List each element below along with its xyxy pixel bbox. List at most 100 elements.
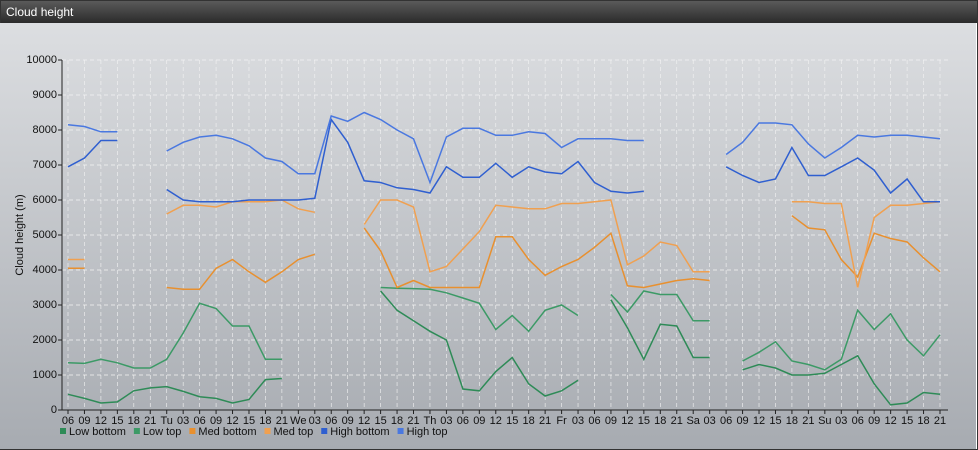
y-tick-label: 7000 — [33, 159, 57, 171]
legend-label: Med top — [274, 426, 314, 438]
x-tick-label: 18 — [128, 415, 140, 427]
x-tick-label: 09 — [736, 415, 748, 427]
x-tick-label: 12 — [95, 415, 107, 427]
x-tick-label: 03 — [704, 415, 716, 427]
series-line — [166, 253, 316, 291]
y-tick-label: 10000 — [26, 54, 57, 66]
y-tick-label: 1000 — [33, 369, 57, 381]
legend-label: High top — [407, 426, 448, 438]
x-tick-label: 15 — [901, 415, 913, 427]
x-tick-label: We — [290, 415, 306, 427]
x-tick-label: 15 — [111, 415, 123, 427]
x-tick-label: 21 — [802, 415, 814, 427]
series-line — [725, 122, 941, 159]
x-tick-label: Fr — [556, 415, 567, 427]
x-tick-label: 03 — [440, 415, 452, 427]
x-tick-label: 21 — [671, 415, 683, 427]
x-tick-label: 12 — [753, 415, 765, 427]
legend-swatch — [321, 428, 328, 434]
y-tick-label: 8000 — [33, 124, 57, 136]
x-tick-label: 21 — [539, 415, 551, 427]
x-tick-label: 06 — [720, 415, 732, 427]
legend-label: Low top — [143, 426, 182, 438]
x-tick-label: 03 — [177, 415, 189, 427]
x-tick-label: 21 — [934, 415, 946, 427]
x-tick-label: 06 — [588, 415, 600, 427]
series-line — [610, 299, 710, 361]
legend-swatch — [264, 428, 271, 434]
x-tick-label: Su — [818, 415, 831, 427]
x-tick-label: 18 — [654, 415, 666, 427]
legend-swatch — [189, 428, 196, 434]
series-line — [380, 286, 579, 333]
background — [0, 23, 976, 449]
series-line — [742, 308, 941, 371]
x-tick-label: 18 — [259, 415, 271, 427]
x-tick-label: 03 — [835, 415, 847, 427]
chart: Cloud height (m) 0 1000 2000 3000 4000 5000 60… — [0, 23, 976, 449]
y-tick-label: 3000 — [33, 299, 57, 311]
panel-title: Cloud height — [1, 1, 977, 23]
y-tick-label: 5000 — [33, 229, 57, 241]
x-tick-label: 06 — [457, 415, 469, 427]
x-tick-label: 18 — [917, 415, 929, 427]
y-tick-label: 4000 — [33, 264, 57, 276]
x-tick-label: 15 — [506, 415, 518, 427]
x-tick-label: 06 — [852, 415, 864, 427]
series-line — [791, 201, 941, 288]
y-tick-label: 9000 — [33, 89, 57, 101]
series-line — [67, 124, 118, 133]
x-tick-label: 18 — [786, 415, 798, 427]
x-tick-label: 12 — [621, 415, 633, 427]
x-tick-label: 09 — [342, 415, 354, 427]
series-line — [67, 139, 118, 168]
legend-swatch — [397, 428, 404, 434]
series-line — [166, 199, 315, 215]
series-line — [725, 145, 940, 203]
series-line — [67, 377, 282, 404]
legend-swatch — [60, 428, 66, 434]
series-line — [166, 111, 644, 185]
series-line — [610, 290, 710, 322]
legend-label: Med bottom — [198, 426, 256, 438]
x-tick-label: 18 — [391, 415, 403, 427]
series-line — [166, 117, 644, 203]
x-tick-label: 06 — [193, 415, 205, 427]
y-tick-label: 6000 — [33, 194, 57, 206]
legend-swatch — [133, 428, 140, 434]
x-tick-label: 21 — [407, 415, 419, 427]
x-tick-label: 12 — [226, 415, 238, 427]
y-axis-label: Cloud height (m) — [14, 194, 26, 275]
x-tick-label: 12 — [885, 415, 897, 427]
series-line — [363, 227, 710, 289]
x-tick-label: 09 — [868, 415, 880, 427]
x-tick-label: 12 — [490, 415, 502, 427]
x-tick-label: 03 — [309, 415, 321, 427]
x-tick-label: 09 — [473, 415, 485, 427]
legend-label: Low bottom — [69, 426, 126, 438]
x-tick-label: 09 — [78, 415, 90, 427]
x-tick-label: Th — [424, 415, 437, 427]
series-line — [67, 302, 282, 369]
x-tick-label: 21 — [144, 415, 156, 427]
x-tick-label: 06 — [62, 415, 74, 427]
x-tick-label: Sa — [686, 415, 700, 427]
x-tick-label: 03 — [572, 415, 584, 427]
x-tick-label: Tu — [160, 415, 172, 427]
series-line — [363, 199, 710, 273]
series-line — [380, 290, 579, 397]
x-tick-label: 15 — [374, 415, 386, 427]
x-tick-label: 09 — [210, 415, 222, 427]
x-tick-label: 15 — [638, 415, 650, 427]
x-tick-label: 09 — [605, 415, 617, 427]
legend-label: High bottom — [330, 426, 389, 438]
x-tick-label: 15 — [243, 415, 255, 427]
x-tick-label: 21 — [276, 415, 288, 427]
series-line — [742, 354, 941, 406]
x-tick-label: 15 — [769, 415, 781, 427]
y-tick-label: 2000 — [33, 334, 57, 346]
x-tick-label: 06 — [325, 415, 337, 427]
y-tick-label: 0 — [51, 404, 57, 416]
x-tick-label: 18 — [523, 415, 535, 427]
